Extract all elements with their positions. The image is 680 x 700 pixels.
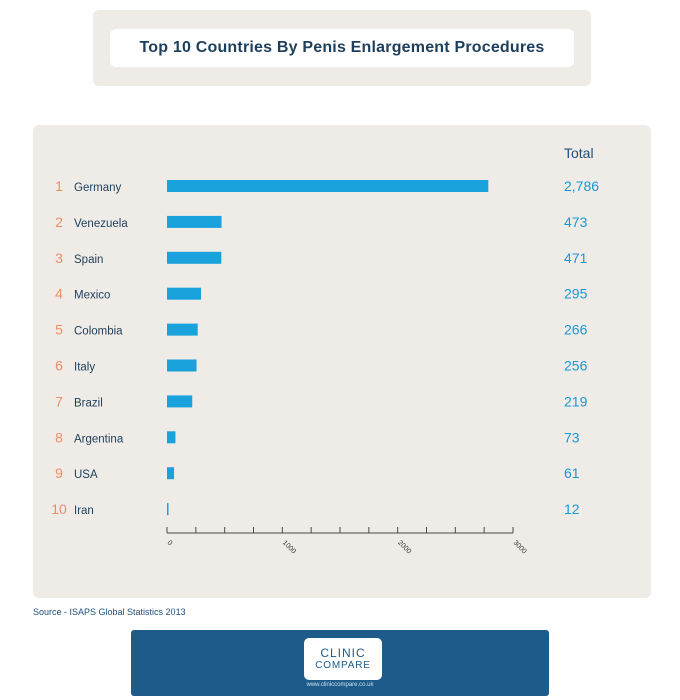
source-note: Source - ISAPS Global Statistics 2013 xyxy=(33,607,186,617)
category-label: Iran xyxy=(74,505,94,517)
bar xyxy=(167,180,489,192)
rank-label: 4 xyxy=(55,286,63,302)
value-label: 256 xyxy=(564,358,588,374)
bar xyxy=(167,395,193,408)
footer-url[interactable]: www.cliniccompare.co.uk xyxy=(306,682,374,688)
category-label: Colombia xyxy=(74,326,123,338)
category-label: USA xyxy=(74,469,98,481)
bar xyxy=(167,503,169,516)
title-card: Top 10 Countries By Penis Enlargement Pr… xyxy=(93,10,591,86)
rank-label: 3 xyxy=(55,250,63,266)
bar xyxy=(167,431,176,444)
x-tick-label: 3000 xyxy=(512,539,528,555)
x-tick-label: 2000 xyxy=(396,539,412,555)
value-label: 295 xyxy=(564,286,588,302)
rank-label: 5 xyxy=(55,322,63,338)
category-label: Brazil xyxy=(74,397,103,409)
value-label: 473 xyxy=(564,214,588,230)
clinic-compare-logo[interactable]: CLINIC COMPARE xyxy=(304,638,382,680)
rank-label: 8 xyxy=(55,429,63,445)
value-label: 2,786 xyxy=(564,178,599,194)
value-label: 219 xyxy=(564,393,588,409)
value-label: 471 xyxy=(564,250,588,266)
total-column-header: Total xyxy=(564,145,594,161)
value-label: 12 xyxy=(564,501,580,517)
x-tick-label: 1000 xyxy=(281,539,297,555)
rank-label: 2 xyxy=(55,214,63,230)
category-label: Italy xyxy=(74,362,95,374)
bar xyxy=(167,287,202,300)
bar xyxy=(167,467,175,480)
category-label: Venezuela xyxy=(74,218,128,230)
value-label: 266 xyxy=(564,322,588,338)
chart-card: Total 1 Germany 2,786 2 Venezuela 473 3 Spain 471… xyxy=(33,125,651,598)
value-label: 73 xyxy=(564,429,580,445)
x-tick-label: 0 xyxy=(166,539,174,547)
category-label: Spain xyxy=(74,254,103,266)
category-label: Argentina xyxy=(74,433,124,445)
logo-line1: CLINIC xyxy=(320,646,366,660)
bar xyxy=(167,215,222,228)
chart-title: Top 10 Countries By Penis Enlargement Pr… xyxy=(110,29,574,67)
logo-line2: COMPARE xyxy=(315,660,371,671)
category-label: Germany xyxy=(74,182,122,194)
rank-label: 1 xyxy=(55,178,63,194)
footer-banner: CLINIC COMPARE www.cliniccompare.co.uk xyxy=(131,630,549,696)
bar xyxy=(167,323,198,336)
bar xyxy=(167,359,197,372)
rank-label: 10 xyxy=(51,501,67,517)
bar xyxy=(167,251,222,264)
rank-label: 6 xyxy=(55,358,63,374)
value-label: 61 xyxy=(564,465,580,481)
category-label: Mexico xyxy=(74,290,110,302)
rank-label: 7 xyxy=(55,393,63,409)
rank-label: 9 xyxy=(55,465,63,481)
